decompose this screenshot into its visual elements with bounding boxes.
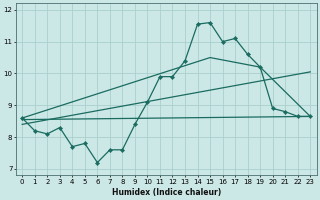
X-axis label: Humidex (Indice chaleur): Humidex (Indice chaleur) [112, 188, 221, 197]
